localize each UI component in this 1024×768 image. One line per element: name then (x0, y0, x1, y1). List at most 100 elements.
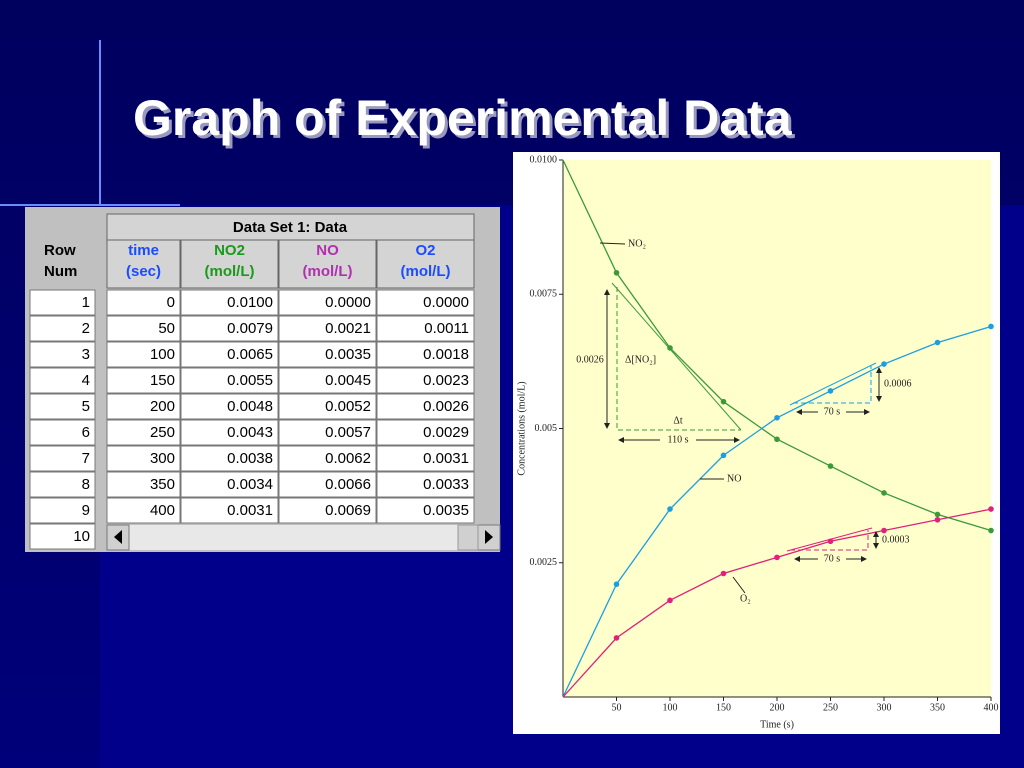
annotation: 70 s (824, 406, 841, 417)
cell (180, 497, 279, 524)
cell (106, 471, 181, 498)
cell (29, 341, 96, 368)
annotation: 0.0006 (884, 378, 912, 389)
cell (106, 419, 181, 446)
cell-text: 0.0062 (325, 450, 371, 467)
data-point (774, 554, 780, 561)
data-point (667, 506, 673, 512)
cell (278, 419, 377, 446)
data-point (720, 452, 727, 459)
table-title-bg (106, 213, 475, 241)
header-cell (376, 239, 475, 289)
cell (278, 393, 377, 420)
cell (376, 497, 475, 524)
x-tick-label: 400 (984, 702, 999, 713)
cell (29, 289, 96, 316)
cell (376, 367, 475, 394)
table-title: Data Set 1: Data (233, 219, 348, 236)
data-point (774, 414, 780, 421)
cell-text: 100 (150, 346, 175, 363)
cell (376, 393, 475, 420)
header-cell (278, 239, 377, 289)
annotation: 0.0003 (882, 534, 910, 545)
x-tick-label: 100 (663, 702, 678, 713)
cell-text: 0.0065 (227, 346, 273, 363)
data-point (827, 463, 834, 469)
scroll-thumb[interactable] (457, 524, 479, 551)
cell-text: 0.0021 (325, 320, 371, 337)
data-point (667, 597, 673, 604)
header-cell (180, 239, 279, 289)
chart: 0.0025 0.005 0.0075 0.0100 50 100 150 200 250 300… (516, 154, 998, 730)
cell (106, 341, 181, 368)
cell-text: 5 (82, 398, 90, 415)
arrow-icon (114, 530, 122, 544)
cell-text: 0 (167, 294, 175, 311)
cell (29, 393, 96, 420)
x-axis-label: Time (s) (760, 719, 794, 730)
data-point (827, 388, 834, 394)
cell-text: 7 (82, 450, 90, 467)
data-point (613, 635, 620, 641)
cell-text: 0.0057 (325, 424, 371, 441)
column-header: time (128, 242, 159, 259)
cell (180, 289, 279, 316)
x-tick-label: 300 (877, 702, 892, 713)
cell (376, 445, 475, 472)
tangent (611, 282, 742, 431)
cell-text: 2 (82, 320, 90, 337)
cell (106, 367, 181, 394)
data-point (934, 339, 941, 346)
column-header: NO (316, 242, 339, 259)
cell-text: 250 (150, 424, 175, 441)
x-tick-label: 200 (770, 702, 785, 713)
cell (29, 419, 96, 446)
arrow-icon (485, 530, 493, 544)
cell-text: 0.0031 (227, 502, 273, 519)
data-point (774, 436, 780, 443)
cell-text: 9 (82, 502, 90, 519)
cell (106, 445, 181, 472)
data-point (988, 506, 994, 512)
data-point (934, 511, 941, 518)
cell-text: 0.0011 (424, 320, 469, 337)
cell (29, 315, 96, 342)
cell-text: 0.0000 (325, 294, 371, 311)
column-header: NO2 (214, 242, 245, 259)
title-shadow: Graph of Experimental Data (136, 93, 796, 149)
column-header: (mol/L) (205, 263, 255, 280)
scrollbar[interactable] (107, 525, 474, 550)
cell-text: 0.0066 (325, 476, 371, 493)
dashed-triangle (793, 366, 872, 404)
cell (29, 367, 96, 394)
cell-text: 0.0035 (325, 346, 371, 363)
data-point (613, 269, 620, 276)
y-axis-label: Concentrations (mol/L) (516, 381, 527, 475)
cell-text: 0.0026 (423, 398, 469, 415)
cell (180, 393, 279, 420)
y-tick-label: 0.0075 (530, 289, 558, 300)
cell-text: 0.0023 (423, 372, 469, 389)
column-header: (mol/L) (401, 263, 451, 280)
cell-text: 0.0035 (423, 502, 469, 519)
x-tick-label: 250 (823, 702, 838, 713)
y-tick-label: 0.0100 (530, 154, 558, 165)
tangent (786, 527, 873, 552)
annotation: Δt (673, 415, 682, 426)
cell-text: 0.0055 (227, 372, 273, 389)
data-point (667, 345, 673, 351)
cell-text: 0.0034 (227, 476, 273, 493)
cell (180, 341, 279, 368)
cell (106, 315, 181, 342)
x-tick-label: 150 (716, 702, 731, 713)
leader (599, 242, 626, 245)
cell-text: 0.0069 (325, 502, 371, 519)
y-tick-label: 0.005 (535, 423, 558, 434)
x-tick-label: 350 (930, 702, 945, 713)
cell-text: 400 (150, 502, 175, 519)
cell (180, 367, 279, 394)
annotation: 110 s (667, 434, 688, 445)
column-header: Num (44, 263, 77, 280)
cell-text: 0.0045 (325, 372, 371, 389)
dashed-triangle (790, 530, 869, 551)
